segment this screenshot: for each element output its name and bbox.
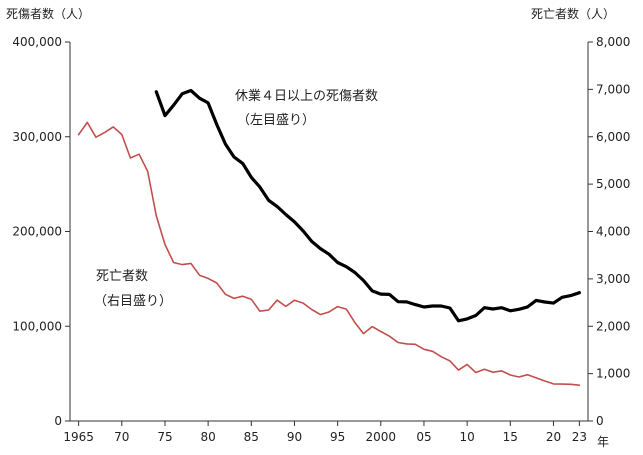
x-tick-label: 95 (330, 430, 345, 444)
x-tick-label: 15 (503, 430, 518, 444)
right-tick-label: 7,000 (596, 82, 630, 96)
x-tick-label: 2000 (366, 430, 397, 444)
x-tick-label: 80 (200, 430, 215, 444)
series-label-casualties: 休業４日以上の死傷者数 (235, 88, 378, 104)
series-line-casualties (154, 88, 582, 323)
x-tick-label: 20 (546, 430, 561, 444)
right-tick-label: 3,000 (596, 272, 630, 286)
series-note-casualties: （左目盛り） (237, 113, 315, 128)
x-tick-label: 1965 (63, 430, 94, 444)
series-note-deaths: （右目盛り） (94, 294, 172, 309)
right-tick-label: 4,000 (596, 225, 630, 239)
x-axis-unit: 年 (597, 435, 609, 449)
x-tick-label: 10 (459, 430, 474, 444)
x-tick-label: 23 (572, 430, 587, 444)
right-tick-label: 2,000 (596, 319, 630, 333)
right-tick-label: 0 (596, 414, 604, 428)
left-tick-label: 300,000 (12, 130, 62, 144)
series-lines (77, 88, 582, 387)
x-tick-label: 70 (114, 430, 129, 444)
x-tick-label: 85 (244, 430, 259, 444)
right-tick-label: 5,000 (596, 177, 630, 191)
x-tick-label: 05 (416, 430, 431, 444)
left-tick-label: 200,000 (12, 225, 62, 239)
left-tick-label: 400,000 (12, 35, 62, 49)
left-axis-label: 死傷者数（人） (6, 6, 90, 21)
left-tick-label: 0 (54, 414, 62, 428)
ticks: 0 100,000 200,000 300,000 400,000 0 1,000 2,000… (12, 35, 630, 444)
x-tick-label: 75 (157, 430, 172, 444)
left-tick-label: 100,000 (12, 319, 62, 333)
right-axis-label: 死亡者数（人） (531, 6, 615, 21)
right-tick-label: 1,000 (596, 367, 630, 381)
series-label-deaths: 死亡者数 (96, 269, 148, 284)
x-tick-label: 90 (287, 430, 302, 444)
series-line-deaths (77, 121, 581, 387)
right-tick-label: 8,000 (596, 35, 630, 49)
right-tick-label: 6,000 (596, 130, 630, 144)
